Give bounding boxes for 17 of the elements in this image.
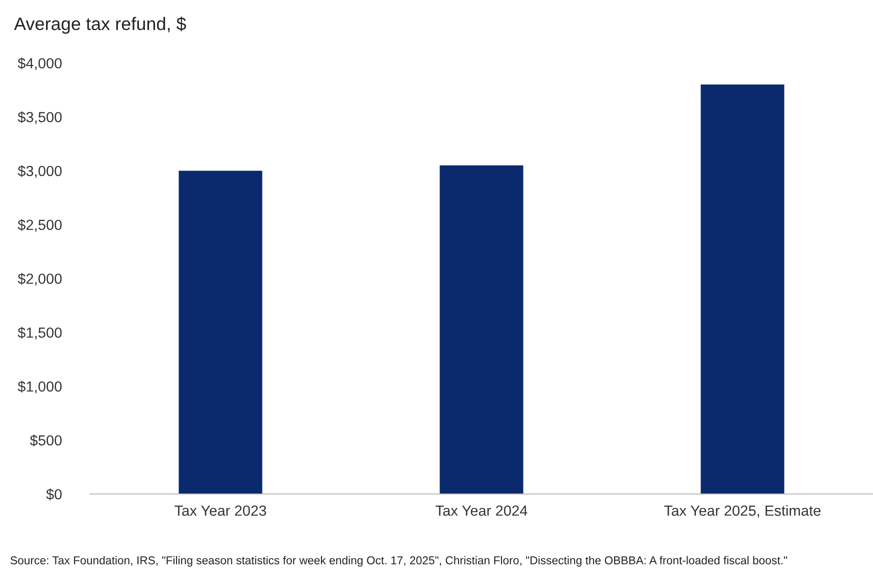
y-tick-label: $2,000: [18, 272, 62, 286]
y-tick-label: $3,500: [18, 111, 62, 124]
y-tick-label: $4,000: [18, 57, 62, 70]
chart-title: Average tax refund, $: [14, 16, 186, 34]
x-tick-label: Tax Year 2025, Estimate: [664, 505, 820, 518]
y-tick-label: $0: [46, 488, 62, 500]
x-tick-label: Tax Year 2023: [174, 505, 266, 516]
x-tick-label: Tax Year 2024: [436, 505, 528, 516]
y-tick-label: $1,500: [18, 326, 62, 340]
bar: [178, 170, 262, 494]
bar: [440, 165, 524, 494]
y-tick-label: $3,000: [18, 165, 62, 178]
y-tick-label: $2,500: [18, 219, 62, 232]
y-tick-label: $1,000: [18, 380, 62, 394]
source-note: Source: Tax Foundation, IRS, "Filing season statistics for week ending Oct. 17, 2025", Christian Floro, "Dissecting the OBBBA: A front-loaded fiscal boost.": [10, 556, 788, 567]
y-tick-label: $500: [30, 434, 62, 446]
bar: [700, 84, 784, 494]
